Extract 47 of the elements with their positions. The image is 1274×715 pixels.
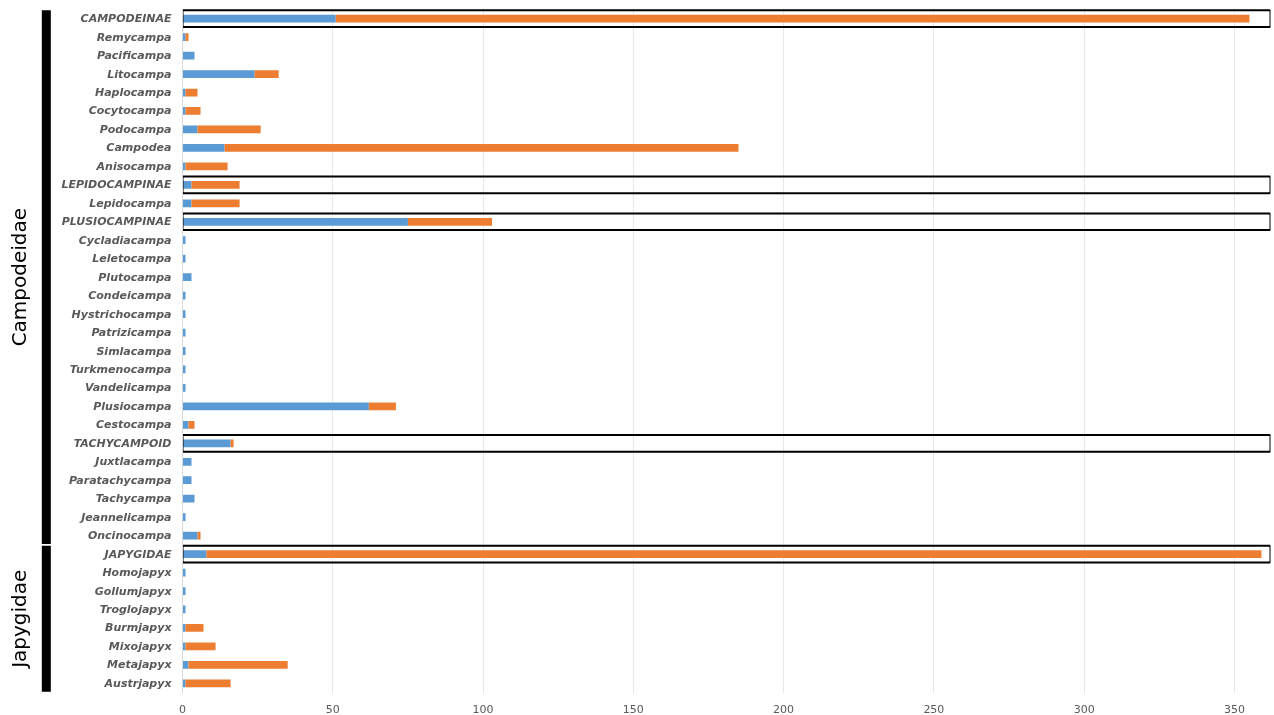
y-tick-label: Juxtlacampa xyxy=(93,455,172,469)
y-tick-label: Leletocampa xyxy=(92,252,172,266)
x-tick-label: 350 xyxy=(1223,702,1245,715)
y-tick-label: Burmjapyx xyxy=(105,621,173,635)
y-tick-label: Cestocampa xyxy=(95,418,172,432)
y-tick-label: PLUSIOCAMPINAE xyxy=(61,215,172,229)
x-tick-label: 0 xyxy=(179,702,186,715)
y-tick-label: Anisocampa xyxy=(95,159,172,173)
y-tick-label: Podocampa xyxy=(99,122,172,136)
x-tick-label: 150 xyxy=(622,702,644,715)
y-tick-label: Litocampa xyxy=(107,67,172,81)
x-tick-label: 250 xyxy=(923,702,945,715)
x-tick-label: 100 xyxy=(472,702,494,715)
x-tick-label: 300 xyxy=(1073,702,1095,715)
y-tick-label: TACHYCAMPOID xyxy=(73,436,172,450)
y-tick-label: Cocytocampa xyxy=(88,104,172,118)
y-tick-label: Tachycampa xyxy=(95,492,172,506)
y-tick-label: Homojapyx xyxy=(102,566,173,580)
y-tick-label: Plutocampa xyxy=(98,270,172,284)
y-tick-label: Remycampa xyxy=(96,30,172,44)
y-tick-label: Vandelicampa xyxy=(85,381,172,395)
y-tick-label: Gollumjapyx xyxy=(94,584,173,598)
y-tick-label: Simlacampa xyxy=(96,344,172,358)
y-tick-label: Oncinocampa xyxy=(87,529,172,543)
y-tick-label: CAMPODEINAE xyxy=(80,12,172,26)
y-tick-label: Mixojapyx xyxy=(108,639,173,653)
text: Campodeidae xyxy=(7,207,32,347)
y-tick-label: Austrjapyx xyxy=(103,676,173,690)
y-tick-label: Hystrichocampa xyxy=(71,307,172,321)
y-tick-label: JAPYGIDAE xyxy=(102,547,172,561)
y-tick-label: Haplocampa xyxy=(94,86,172,100)
text: Japygidae xyxy=(7,569,32,670)
y-tick-label: Campodea xyxy=(106,141,172,155)
y-tick-label: Plusiocampa xyxy=(93,399,172,413)
y-tick-label: LEPIDOCAMPINAE xyxy=(61,178,172,192)
y-tick-label: Lepidocampa xyxy=(89,196,172,210)
y-tick-label: Condeicampa xyxy=(88,289,172,303)
y-tick-label: Turkmenocampa xyxy=(69,362,172,376)
y-tick-label: Cycladiacampa xyxy=(78,233,172,247)
y-tick-label: Patrizicampa xyxy=(91,326,172,340)
x-tick-label: 200 xyxy=(773,702,795,715)
y-tick-label: Pacificampa xyxy=(97,49,172,63)
y-tick-label: Troglojapyx xyxy=(99,602,173,616)
y-tick-label: Metajapyx xyxy=(107,658,173,672)
x-tick-label: 50 xyxy=(325,702,340,715)
y-tick-label: Jeannelicampa xyxy=(79,510,172,524)
y-tick-label: Paratachycampa xyxy=(68,473,172,487)
